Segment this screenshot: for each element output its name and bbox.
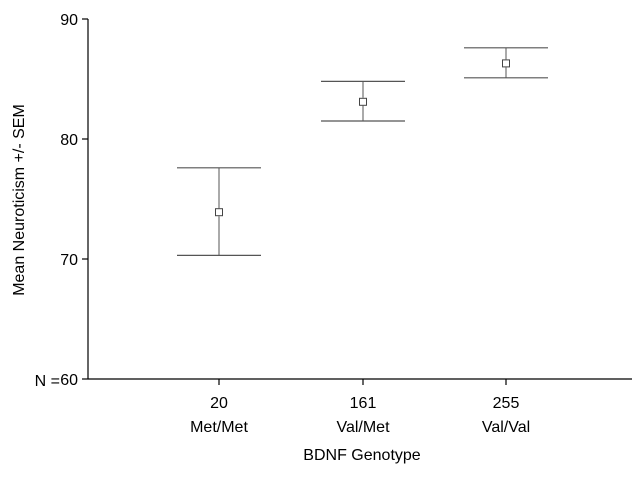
genotype-label-Met/Met: Met/Met [190,419,248,436]
n-value-Val/Val: 255 [493,395,520,412]
plot-area: 60 70 80 90 20 Met/Met 161 Val/Met 255 Val/Val [60,12,632,436]
mean-marker-Val/Met [359,97,367,106]
n-value-Val/Met: 161 [350,395,377,412]
x-axis-title: BDNF Genotype [303,447,420,464]
mean-marker-Val/Val [502,59,510,68]
n-label: N = [35,373,60,390]
y-axis-title: Mean Neuroticism +/- SEM [11,104,28,296]
y-tick-label-80: 80 [60,132,78,149]
n-value-Met/Met: 20 [210,395,228,412]
mean-marker-Met/Met [215,208,223,217]
y-tick-label-90: 90 [60,12,78,29]
genotype-label-Val/Val: Val/Val [482,419,530,436]
y-tick-label-70: 70 [60,252,78,269]
y-tick-label-60: 60 [60,372,78,389]
genotype-label-Val/Met: Val/Met [336,419,390,436]
